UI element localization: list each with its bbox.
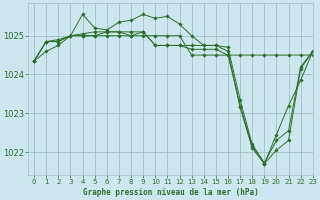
X-axis label: Graphe pression niveau de la mer (hPa): Graphe pression niveau de la mer (hPa) [83,188,258,197]
